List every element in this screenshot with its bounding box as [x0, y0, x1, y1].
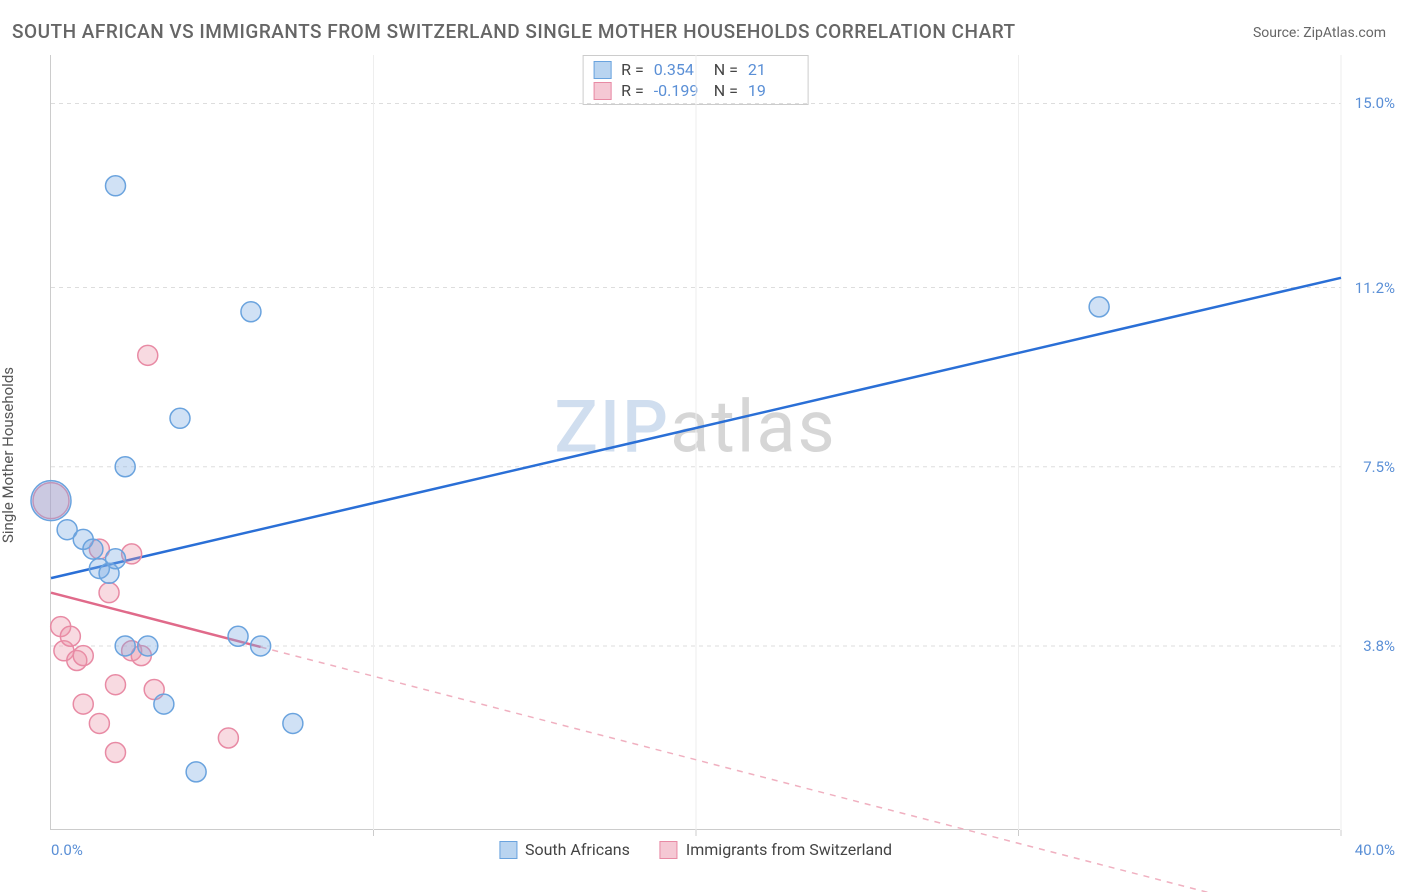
- y-tick-label: 7.5%: [1363, 458, 1395, 476]
- chart-source: Source: ZipAtlas.com: [1253, 25, 1386, 41]
- y-tick-label: 11.2%: [1355, 279, 1395, 297]
- legend-series: South Africans Immigrants from Switzerla…: [499, 840, 892, 859]
- plot-area: ZIPatlas R = 0.354 N = 21 R = -0.199 N =…: [50, 55, 1340, 830]
- legend-swatch-blue: [499, 841, 517, 859]
- plot-svg: [51, 55, 1340, 829]
- y-tick-label: 15.0%: [1355, 94, 1395, 112]
- legend-series-label: Immigrants from Switzerland: [686, 840, 892, 859]
- x-tick-min: 0.0%: [51, 841, 83, 859]
- y-tick-label: 3.8%: [1363, 637, 1395, 655]
- x-tick-max: 40.0%: [1355, 841, 1395, 859]
- y-axis-label: Single Mother Households: [0, 367, 17, 543]
- legend-swatch-pink: [660, 841, 678, 859]
- legend-series-item: South Africans: [499, 840, 630, 859]
- correlation-chart: SOUTH AFRICAN VS IMMIGRANTS FROM SWITZER…: [0, 0, 1406, 892]
- chart-title: SOUTH AFRICAN VS IMMIGRANTS FROM SWITZER…: [12, 20, 1016, 43]
- legend-series-label: South Africans: [525, 840, 630, 859]
- legend-series-item: Immigrants from Switzerland: [660, 840, 892, 859]
